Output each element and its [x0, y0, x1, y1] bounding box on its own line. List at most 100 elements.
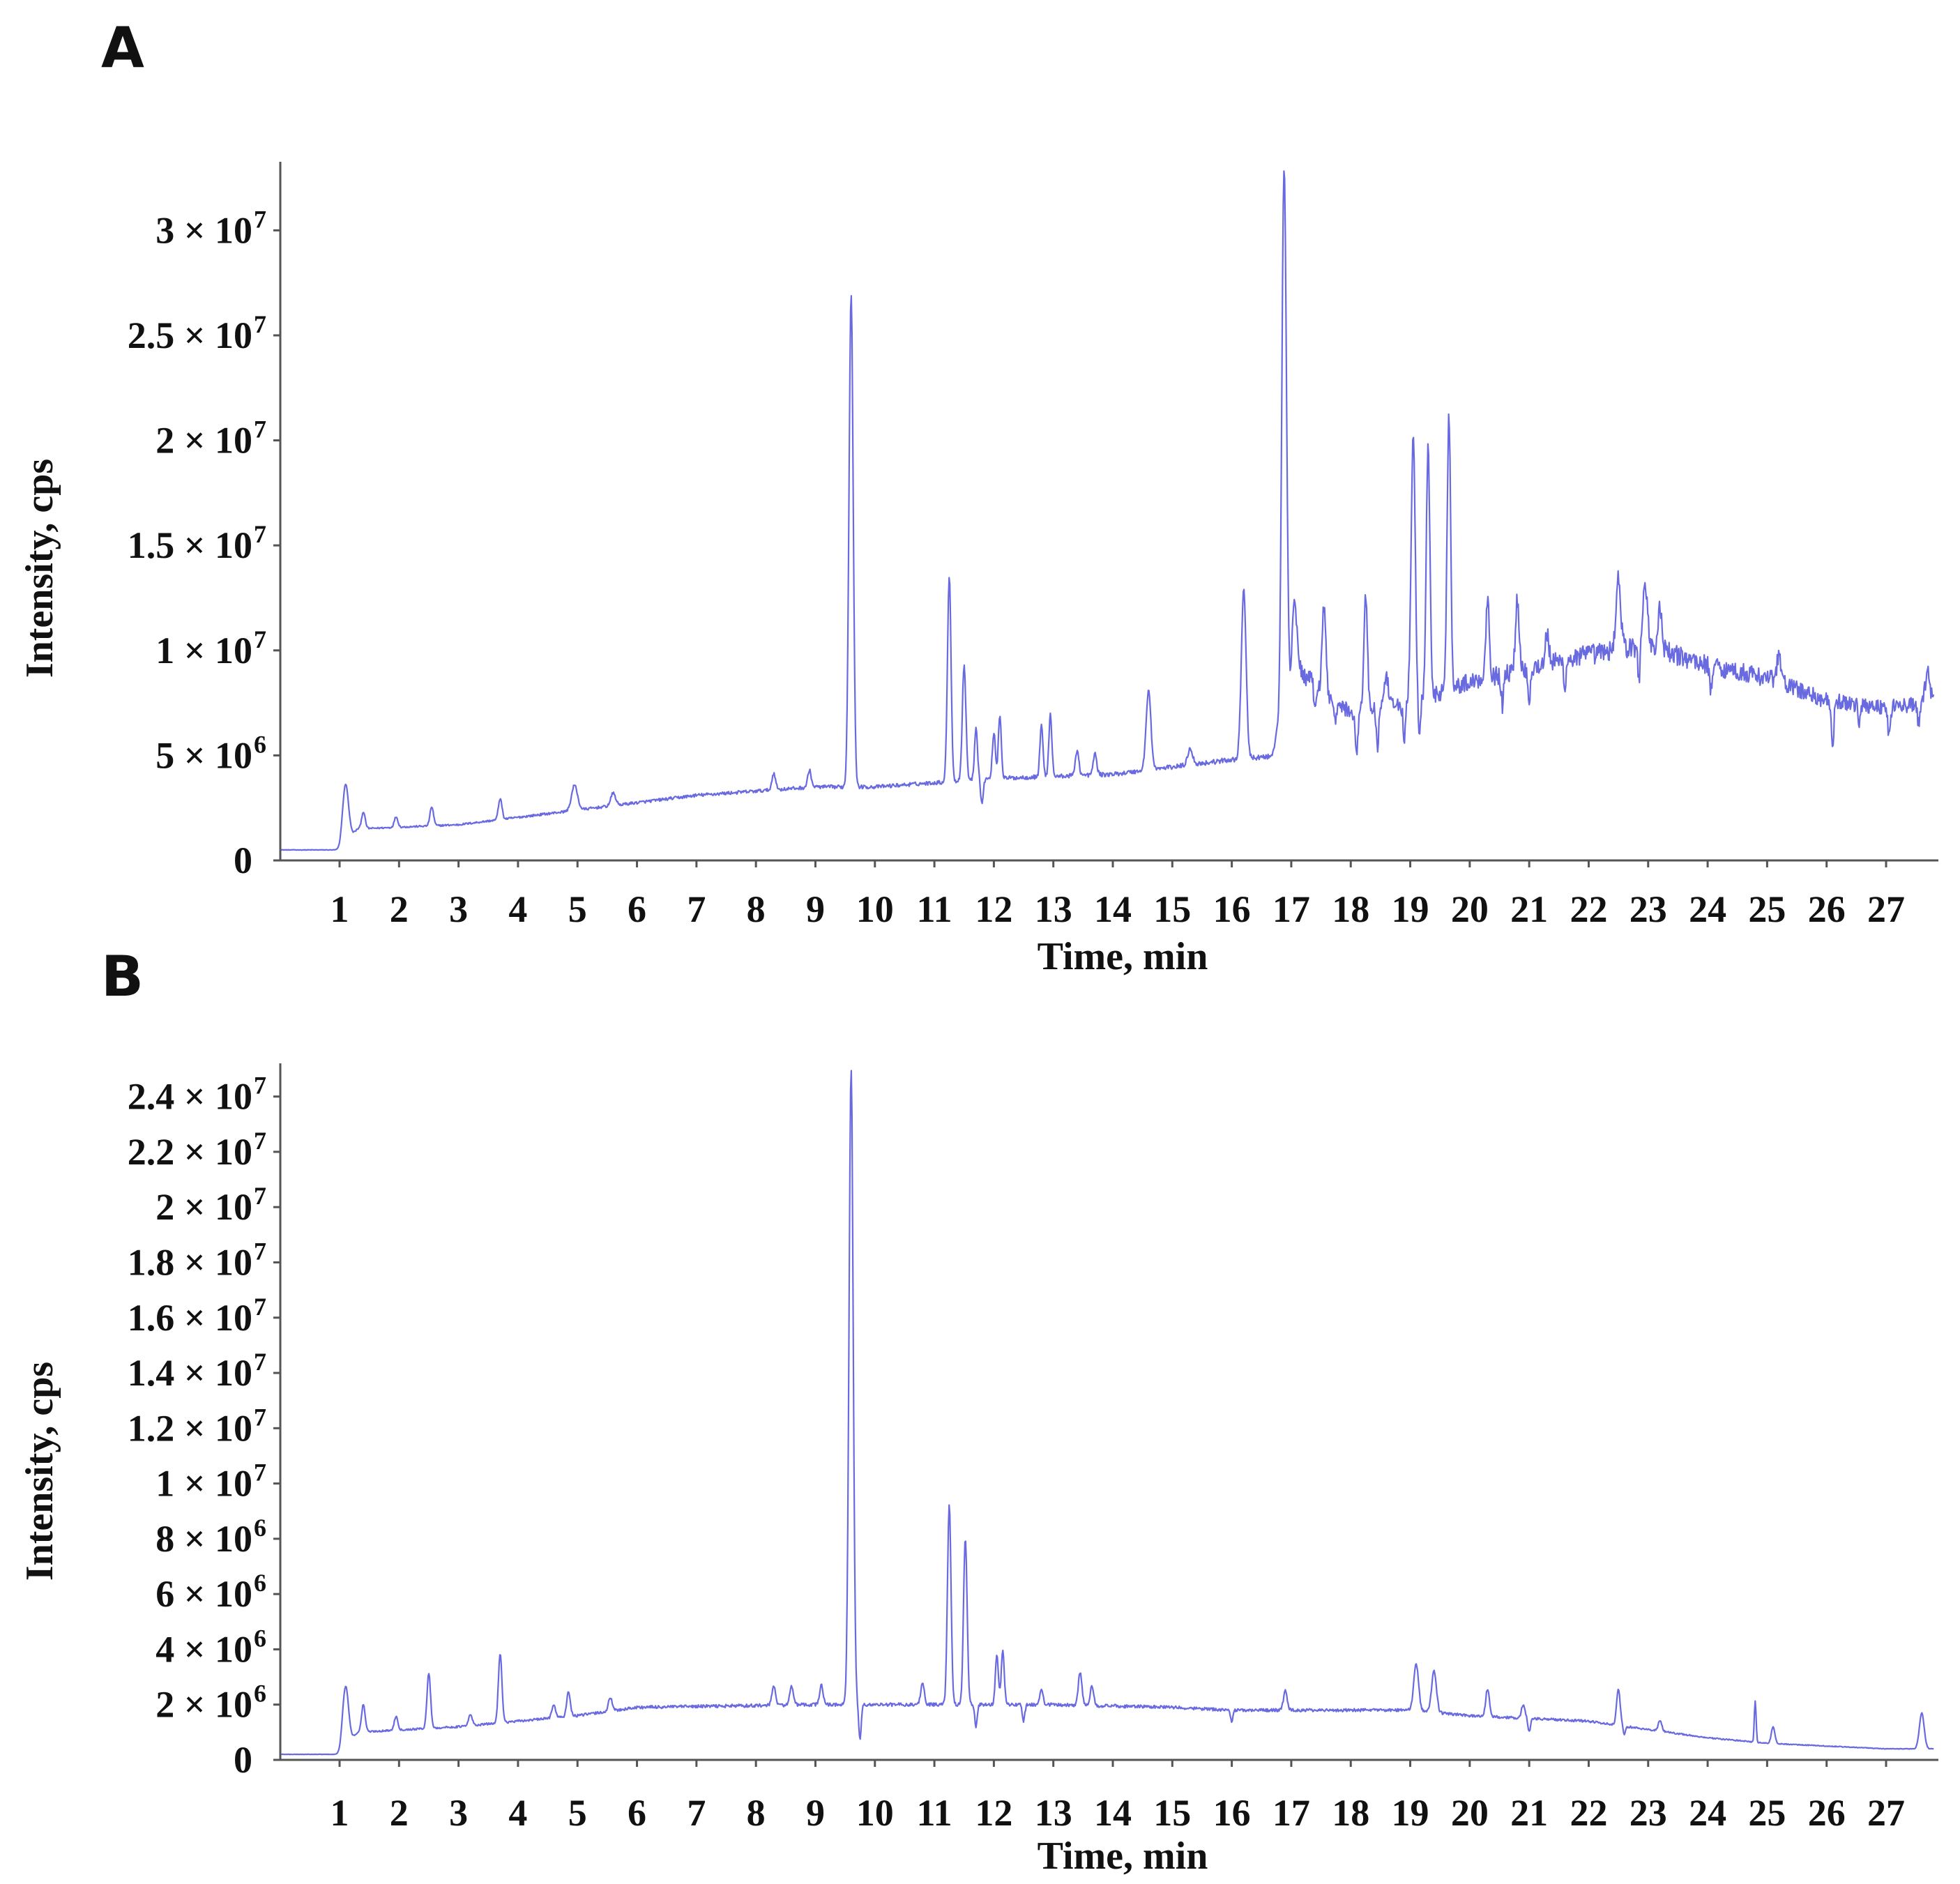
b-xtick-label: 17 — [1273, 1792, 1310, 1834]
a-xtick-label: 23 — [1629, 888, 1667, 930]
a-xtick-label: 21 — [1510, 888, 1548, 930]
b-ytick-exponent: 7 — [254, 1459, 266, 1487]
b-xtick-label: 3 — [449, 1792, 468, 1834]
a-ytick-label: 5 × 10 — [155, 734, 252, 776]
panel-a-axes — [279, 162, 1938, 862]
a-xtick-label: 19 — [1392, 888, 1429, 930]
a-xtick-label: 20 — [1451, 888, 1489, 930]
panel-b-letter: B — [101, 944, 144, 1009]
panel-a-y-axis-title: Intensity, cps — [18, 459, 61, 678]
b-ytick-exponent: 6 — [254, 1624, 266, 1652]
b-xtick-label: 24 — [1689, 1792, 1726, 1834]
a-ytick-exponent: 6 — [254, 730, 266, 758]
panel-a-series-line — [280, 170, 1935, 851]
a-xtick-label: 3 — [449, 888, 468, 930]
a-xtick-label: 17 — [1273, 888, 1310, 930]
a-ytick-label: 3 × 10 — [155, 209, 252, 251]
b-xtick-label: 1 — [331, 1792, 349, 1834]
a-xtick-label: 14 — [1094, 888, 1132, 930]
b-xtick-label: 15 — [1153, 1792, 1191, 1834]
b-xtick-label: 18 — [1332, 1792, 1369, 1834]
b-xtick-label: 9 — [806, 1792, 825, 1834]
panel-b-y-axis-title: Intensity, cps — [18, 1362, 61, 1581]
b-ytick-label: 2 × 10 — [155, 1186, 252, 1228]
b-ytick-exponent: 7 — [254, 1127, 266, 1155]
b-xtick-label: 25 — [1748, 1792, 1786, 1834]
a-xtick-label: 7 — [687, 888, 706, 930]
a-ytick-label: 1 × 10 — [155, 630, 252, 671]
a-xtick-label: 8 — [747, 888, 766, 930]
b-ytick-label: 2.4 × 10 — [128, 1076, 252, 1118]
b-ytick-exponent: 7 — [254, 1182, 266, 1210]
a-xtick-label: 25 — [1748, 888, 1786, 930]
a-ytick-exponent: 7 — [254, 416, 266, 443]
b-xtick-label: 23 — [1629, 1792, 1667, 1834]
b-ytick-label: 1.2 × 10 — [128, 1407, 252, 1449]
b-ytick-exponent: 7 — [254, 1403, 266, 1431]
b-ytick-label: 1.4 × 10 — [128, 1352, 252, 1394]
panel-a-x-ticks: 1 2 3 4 5 6 7 8 9 10 11 12 13 14 15 16 17 18 19 20 21 22 23 24 2… — [331, 860, 1905, 930]
a-ytick-exponent: 7 — [254, 625, 266, 653]
a-xtick-label: 27 — [1867, 888, 1905, 930]
b-xtick-label: 5 — [568, 1792, 587, 1834]
panel-b-series-line — [280, 1070, 1934, 1756]
b-ytick-label: 1.8 × 10 — [128, 1241, 252, 1283]
a-xtick-label: 24 — [1689, 888, 1726, 930]
a-ytick-label: 0 — [234, 840, 252, 881]
b-ytick-label: 4 × 10 — [155, 1628, 252, 1670]
a-ytick-exponent: 7 — [254, 520, 266, 548]
b-ytick-label: 2 × 10 — [155, 1684, 252, 1726]
b-xtick-label: 16 — [1213, 1792, 1251, 1834]
b-ytick-label: 2.2 × 10 — [128, 1131, 252, 1173]
panel-b-chart: B Intensity, cps Time, min 02 × 10 64 × 1… — [18, 944, 1938, 1878]
b-ytick-exponent: 6 — [254, 1569, 266, 1597]
b-xtick-label: 26 — [1808, 1792, 1846, 1834]
b-ytick-exponent: 7 — [254, 1348, 266, 1376]
b-ytick-exponent: 6 — [254, 1514, 266, 1542]
a-ytick-label: 2.5 × 10 — [128, 314, 252, 356]
a-xtick-label: 16 — [1213, 888, 1251, 930]
b-ytick-exponent: 7 — [254, 1072, 266, 1100]
a-ytick-label: 2 × 10 — [155, 420, 252, 462]
b-ytick-label: 8 × 10 — [155, 1518, 252, 1560]
a-ytick-exponent: 7 — [254, 205, 266, 233]
a-xtick-label: 1 — [331, 888, 349, 930]
b-xtick-label: 7 — [687, 1792, 706, 1834]
a-xtick-label: 26 — [1808, 888, 1846, 930]
panel-a-letter: A — [101, 15, 144, 80]
a-xtick-label: 10 — [856, 888, 894, 930]
b-xtick-label: 19 — [1392, 1792, 1429, 1834]
a-ytick-exponent: 7 — [254, 310, 266, 338]
a-xtick-label: 9 — [806, 888, 825, 930]
a-xtick-label: 12 — [975, 888, 1012, 930]
panel-b-x-ticks: 1 2 3 4 5 6 7 8 9 10 11 12 13 14 15 16 17 18 19 20 21 22 23 24 2… — [331, 1760, 1905, 1834]
a-xtick-label: 15 — [1153, 888, 1191, 930]
b-xtick-label: 4 — [508, 1792, 527, 1834]
b-xtick-label: 14 — [1094, 1792, 1132, 1834]
a-xtick-label: 2 — [390, 888, 409, 930]
panel-a-x-axis-title: Time, min — [1038, 935, 1208, 978]
a-xtick-label: 6 — [628, 888, 646, 930]
panel-b-x-axis-title: Time, min — [1038, 1834, 1208, 1878]
panel-a-y-ticks: 05 × 10 61 × 10 71.5 × 10 72 × 10 72.5 × 10 7… — [128, 205, 280, 881]
b-xtick-label: 6 — [628, 1792, 646, 1834]
panel-a-chart: A Intensity, cps Time, min 05 × 10 61 × 1… — [18, 15, 1938, 978]
b-xtick-label: 21 — [1510, 1792, 1548, 1834]
b-ytick-exponent: 7 — [254, 1293, 266, 1321]
b-ytick-label: 6 × 10 — [155, 1573, 252, 1615]
b-xtick-label: 12 — [975, 1792, 1012, 1834]
b-xtick-label: 10 — [856, 1792, 894, 1834]
a-xtick-label: 13 — [1035, 888, 1072, 930]
b-ytick-label: 1 × 10 — [155, 1463, 252, 1505]
b-xtick-label: 27 — [1867, 1792, 1905, 1834]
panel-b-y-ticks: 02 × 10 64 × 10 66 × 10 68 × 10 61 × 10 71.2 … — [128, 1072, 280, 1781]
b-xtick-label: 8 — [747, 1792, 766, 1834]
b-ytick-label: 0 — [234, 1739, 252, 1781]
b-ytick-exponent: 7 — [254, 1237, 266, 1265]
b-xtick-label: 20 — [1451, 1792, 1489, 1834]
a-ytick-label: 1.5 × 10 — [128, 524, 252, 566]
a-xtick-label: 11 — [917, 888, 952, 930]
b-ytick-label: 1.6 × 10 — [128, 1297, 252, 1339]
b-xtick-label: 2 — [390, 1792, 409, 1834]
